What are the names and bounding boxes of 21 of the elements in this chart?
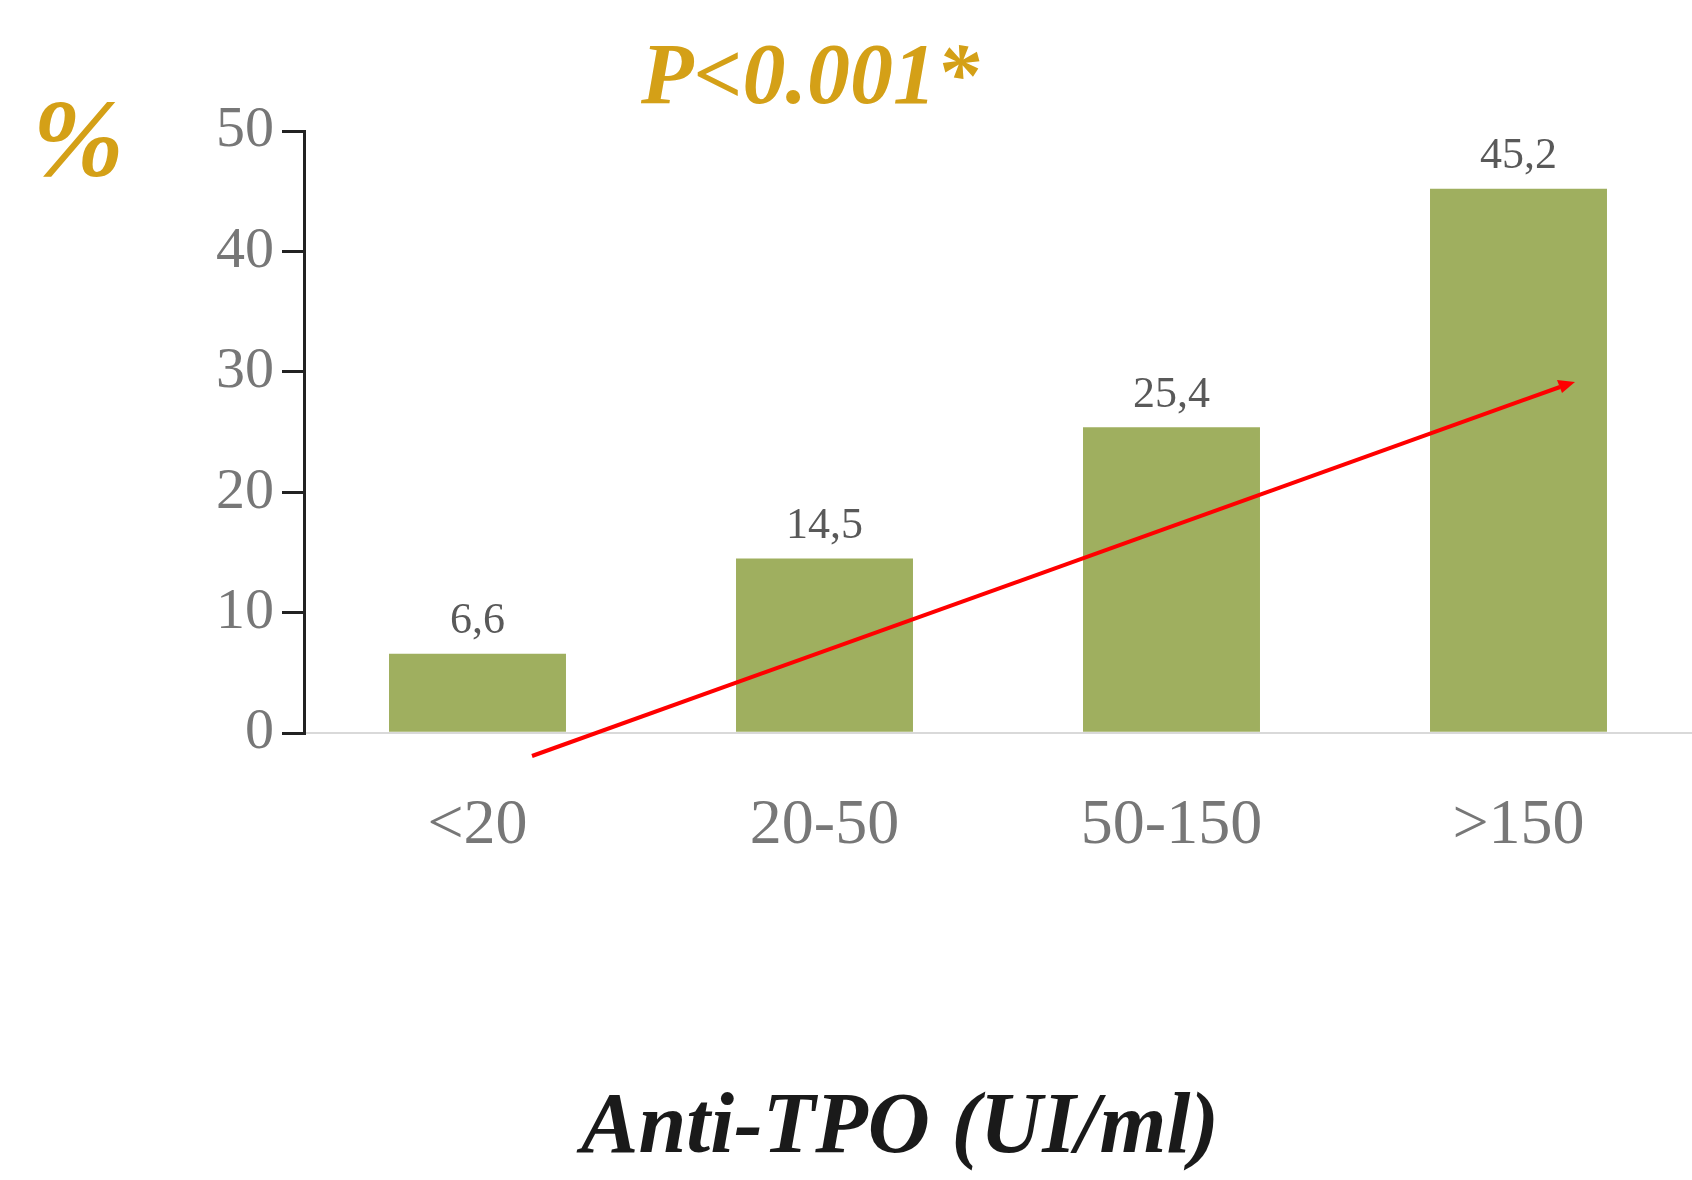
y-tick-label: 50 [216, 94, 274, 160]
y-tick-label: 10 [216, 575, 274, 641]
x-tick-label: 50-150 [1080, 786, 1263, 858]
data-label: 6,6 [450, 594, 505, 644]
data-label: 14,5 [786, 499, 863, 549]
data-label: 25,4 [1133, 367, 1210, 417]
y-tick-label: 40 [216, 214, 274, 280]
y-tick-label: 20 [216, 455, 274, 521]
data-label: 45,2 [1480, 129, 1557, 179]
bar [1083, 427, 1260, 732]
x-tick-label: 20-50 [749, 786, 900, 858]
chart-title: P<0.001* [639, 26, 981, 123]
x-axis-title: Anti-TPO (UI/ml) [576, 1075, 1219, 1172]
y-tick-label: 30 [216, 335, 274, 401]
bar [736, 558, 913, 732]
bar [1430, 188, 1607, 732]
y-tick-label: 0 [245, 696, 274, 762]
y-axis-title: % [32, 78, 124, 201]
x-tick-label: <20 [427, 786, 528, 858]
bar [389, 653, 566, 732]
x-tick-label: >150 [1452, 786, 1585, 858]
